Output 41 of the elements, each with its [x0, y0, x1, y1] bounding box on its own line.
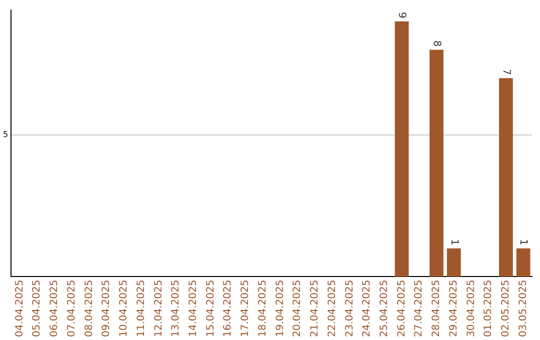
x-tick-label: 08.04.2025 — [84, 280, 95, 338]
bar — [430, 50, 444, 277]
data-label: 8 — [430, 40, 442, 47]
x-tick-label: 11.04.2025 — [136, 280, 147, 338]
x-tick-label: 10.04.2025 — [118, 280, 130, 338]
x-tick-label: 19.04.2025 — [274, 280, 286, 338]
bar — [446, 248, 461, 277]
x-tick-label: 07.04.2025 — [66, 280, 78, 338]
x-tick-label: 02.05.2025 — [500, 280, 512, 338]
data-label: 1 — [448, 238, 460, 246]
x-tick-label: 13.04.2025 — [170, 280, 182, 338]
x-tick-label: 27.04.2025 — [414, 280, 425, 338]
x-tick-label: 03.05.2025 — [518, 280, 529, 338]
x-tick-label: 12.04.2025 — [153, 280, 164, 338]
x-tick-label: 26.04.2025 — [396, 280, 408, 338]
x-tick-label: 30.04.2025 — [466, 280, 477, 338]
x-tick-label: 22.04.2025 — [326, 280, 338, 338]
bar — [516, 248, 530, 277]
x-tick-label: 14.04.2025 — [188, 280, 199, 338]
x-tick-label: 28.04.2025 — [431, 280, 442, 338]
x-tick-label: 18.04.2025 — [257, 280, 268, 338]
x-tick-label: 20.04.2025 — [292, 280, 304, 338]
x-tick-label: 01.05.2025 — [483, 280, 494, 338]
x-tick-label: 15.04.2025 — [205, 280, 216, 338]
x-tick-label: 16.04.2025 — [222, 280, 234, 338]
x-tick-label: 06.04.2025 — [49, 280, 60, 338]
x-tick-label: 21.04.2025 — [310, 280, 321, 338]
bar — [394, 21, 409, 277]
data-label: 1 — [518, 238, 529, 246]
y-tick-label: 5 — [2, 130, 8, 139]
x-tick-label: 17.04.2025 — [240, 280, 252, 338]
data-label: 9 — [396, 12, 408, 18]
x-tick-label: 29.04.2025 — [448, 280, 460, 338]
x-tick-label: 05.04.2025 — [32, 280, 43, 338]
x-tick-label: 24.04.2025 — [362, 280, 373, 338]
x-tick-label: 23.04.2025 — [344, 280, 356, 338]
data-label: 7 — [500, 68, 512, 76]
x-tick-label: 09.04.2025 — [101, 280, 112, 338]
x-tick-label: 04.04.2025 — [14, 280, 26, 338]
x-tick-label: 25.04.2025 — [379, 280, 390, 338]
bar — [499, 78, 513, 277]
